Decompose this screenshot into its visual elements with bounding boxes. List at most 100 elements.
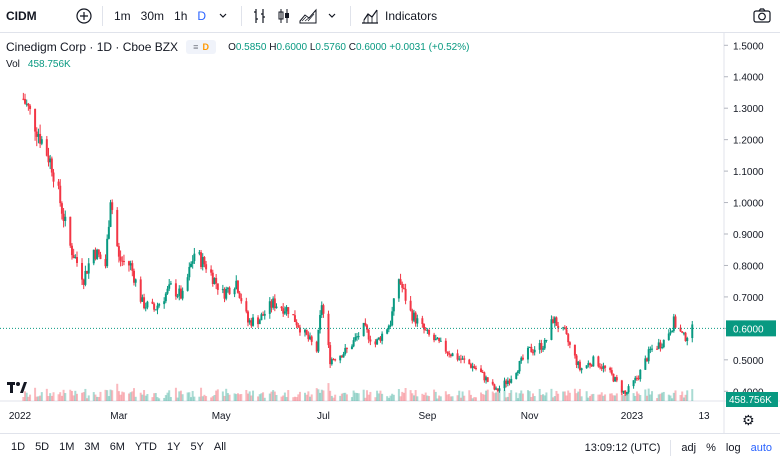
indicators-label: Indicators — [385, 9, 438, 23]
price-tick-label: 0.7000 — [733, 293, 764, 304]
interval-d[interactable]: D — [197, 9, 207, 23]
log-toggle[interactable]: log — [725, 441, 741, 454]
candle-body-2022-02-22 — [106, 238, 109, 267]
range-all[interactable]: All — [213, 441, 227, 453]
indicators-button[interactable]: Indicators — [357, 8, 441, 24]
volume-bar-2022-02-17 — [97, 397, 100, 401]
candles-chart-icon[interactable] — [272, 4, 296, 28]
volume-bar-2022-07-05 — [329, 390, 332, 401]
volume-bar-2022-12-27 — [622, 395, 625, 401]
volume-bar-2022-03-07 — [127, 393, 130, 401]
candle-body-2022-12-12 — [597, 356, 600, 367]
candle-body-2023-01-17 — [657, 342, 660, 349]
range-1y[interactable]: 1Y — [166, 441, 181, 453]
price-chart[interactable]: 1.5000 1.4000 1.3000 1.2000 1.1000 1.0000 0.90… — [0, 33, 780, 433]
gear-icon[interactable]: ⚙ — [742, 413, 755, 429]
time-label-Nov: Nov — [521, 411, 539, 422]
candle-body-2022-09-19 — [456, 353, 459, 360]
range-6m[interactable]: 6M — [109, 441, 125, 453]
volume-bar-2022-02-28 — [116, 383, 119, 401]
range-5d[interactable]: 5D — [35, 441, 50, 453]
interval-1m[interactable]: 1m — [114, 9, 131, 23]
volume-bar-2022-07-19 — [352, 390, 355, 401]
legend-status-badge[interactable]: ≡ D — [186, 40, 217, 54]
tradingview-logo[interactable] — [6, 380, 28, 394]
compare-add-icon[interactable] — [72, 4, 96, 28]
candle-body-2022-06-08 — [283, 311, 286, 314]
current-price-label: 0.6000 — [733, 324, 764, 335]
candle-body-2022-05-24 — [258, 320, 261, 325]
candle-body-2022-04-21 — [203, 257, 206, 265]
candle-body-2022-07-07 — [332, 359, 335, 361]
clock[interactable]: 13:09:12 (UTC) — [584, 441, 661, 454]
candle-body-2022-08-10 — [389, 325, 392, 327]
volume-bar-2022-06-29 — [319, 392, 322, 401]
volume-bar-2022-02-11 — [87, 395, 90, 401]
candle-body-2022-03-18 — [146, 301, 149, 308]
candle-body-2023-01-16 — [656, 348, 659, 350]
candle-body-2023-01-24 — [669, 332, 672, 334]
range-ytd[interactable]: YTD — [134, 441, 157, 453]
candle-body-2022-06-30 — [320, 305, 323, 316]
volume-badge — [726, 392, 778, 407]
chevron-down-icon[interactable] — [320, 4, 344, 28]
candle-body-2022-05-26 — [262, 314, 265, 316]
volume-bar-2022-01-28 — [64, 393, 67, 401]
adjust-toggle[interactable]: adj — [681, 441, 697, 454]
candle-body-2022-09-28 — [471, 366, 474, 368]
volume-bar-2022-12-20 — [610, 393, 613, 401]
volume-bar-2022-03-16 — [143, 390, 146, 401]
volume-bar-2022-02-03 — [74, 390, 77, 401]
range-1d[interactable]: 1D — [11, 441, 26, 453]
volume-bar-2023-01-20 — [662, 391, 665, 401]
candle-body-2022-10-31 — [526, 347, 529, 360]
candle-body-2022-04-25 — [210, 269, 213, 273]
volume-bar-2022-07-04 — [327, 383, 330, 401]
volume-bar-2023-01-03 — [634, 395, 637, 401]
range-5y[interactable]: 5Y — [190, 441, 204, 453]
volume-bar-2022-03-30 — [166, 392, 169, 401]
volume-badge-label: 458.756K — [729, 395, 772, 406]
auto-scale-toggle[interactable]: auto — [750, 441, 772, 454]
volume-bar-2022-07-18 — [350, 397, 353, 401]
symbol-search[interactable]: CIDM — [6, 9, 37, 23]
interval-30m[interactable]: 30m — [140, 9, 165, 23]
percent-toggle[interactable]: % — [706, 441, 716, 454]
candle-body-2022-07-20 — [354, 337, 357, 341]
candle-body-2022-12-29 — [625, 392, 628, 394]
volume-bar-2022-10-19 — [506, 396, 509, 401]
candle-body-2022-05-30 — [268, 301, 271, 314]
candle-body-2022-04-18 — [198, 252, 201, 254]
candle-body-2022-11-09 — [542, 348, 545, 350]
volume-bar-2022-06-06 — [280, 396, 283, 401]
volume-bar-2022-02-15 — [94, 394, 97, 401]
candle-body-2022-04-06 — [178, 288, 181, 296]
interval-1h[interactable]: 1h — [174, 9, 188, 23]
volume-bar-2022-02-23 — [107, 396, 110, 401]
candle-body-2022-09-16 — [451, 353, 454, 357]
volume-bar-2022-08-19 — [404, 388, 407, 401]
camera-icon[interactable] — [750, 4, 774, 28]
time-label-Sep: Sep — [418, 411, 436, 422]
candle-body-2022-05-25 — [260, 314, 263, 321]
range-1m[interactable]: 1M — [59, 441, 75, 453]
volume-bar-2023-01-24 — [669, 395, 672, 401]
range-3m[interactable]: 3M — [84, 441, 100, 453]
candle-body-2022-07-25 — [362, 322, 365, 337]
volume-bar-2022-12-07 — [589, 396, 591, 401]
time-label-Mar: Mar — [110, 411, 128, 422]
candle-body-2022-09-22 — [461, 358, 464, 360]
volume-bar-2023-01-23 — [667, 394, 670, 401]
area-chart-icon[interactable] — [296, 4, 320, 28]
chevron-down-icon[interactable] — [211, 4, 235, 28]
volume-bar-2022-10-13 — [496, 390, 499, 401]
volume-bar-2022-07-07 — [332, 397, 335, 401]
candle-body-2023-01-09 — [644, 358, 647, 370]
volume-bar-2022-04-27 — [213, 395, 216, 401]
candle-body-2022-01-28 — [64, 216, 67, 221]
candle-body-2022-06-20 — [304, 329, 306, 333]
bars-chart-icon[interactable] — [248, 4, 272, 28]
volume-bar-2022-02-08 — [82, 392, 85, 401]
volume-bar-2022-05-12 — [238, 394, 241, 401]
volume-bar-2022-11-30 — [577, 391, 580, 401]
